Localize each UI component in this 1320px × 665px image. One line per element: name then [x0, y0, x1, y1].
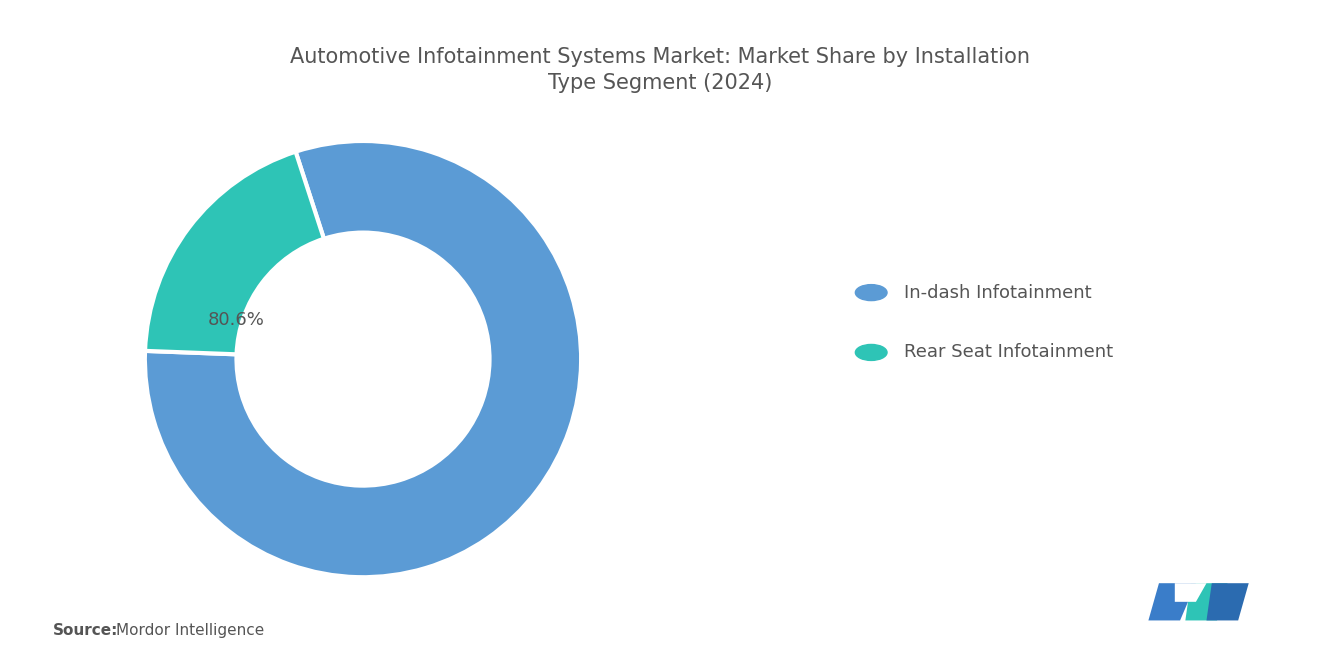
Polygon shape [1206, 583, 1249, 620]
Polygon shape [1175, 583, 1206, 602]
Text: Mordor Intelligence: Mordor Intelligence [116, 623, 264, 638]
Text: Rear Seat Infotainment: Rear Seat Infotainment [904, 343, 1113, 362]
Text: 80.6%: 80.6% [209, 311, 265, 329]
Text: In-dash Infotainment: In-dash Infotainment [904, 283, 1092, 302]
Polygon shape [1148, 583, 1196, 620]
Text: Source:: Source: [53, 623, 119, 638]
Text: Automotive Infotainment Systems Market: Market Share by Installation
Type Segmen: Automotive Infotainment Systems Market: … [290, 47, 1030, 93]
Polygon shape [1185, 583, 1228, 620]
Wedge shape [145, 152, 323, 354]
Wedge shape [145, 141, 581, 577]
